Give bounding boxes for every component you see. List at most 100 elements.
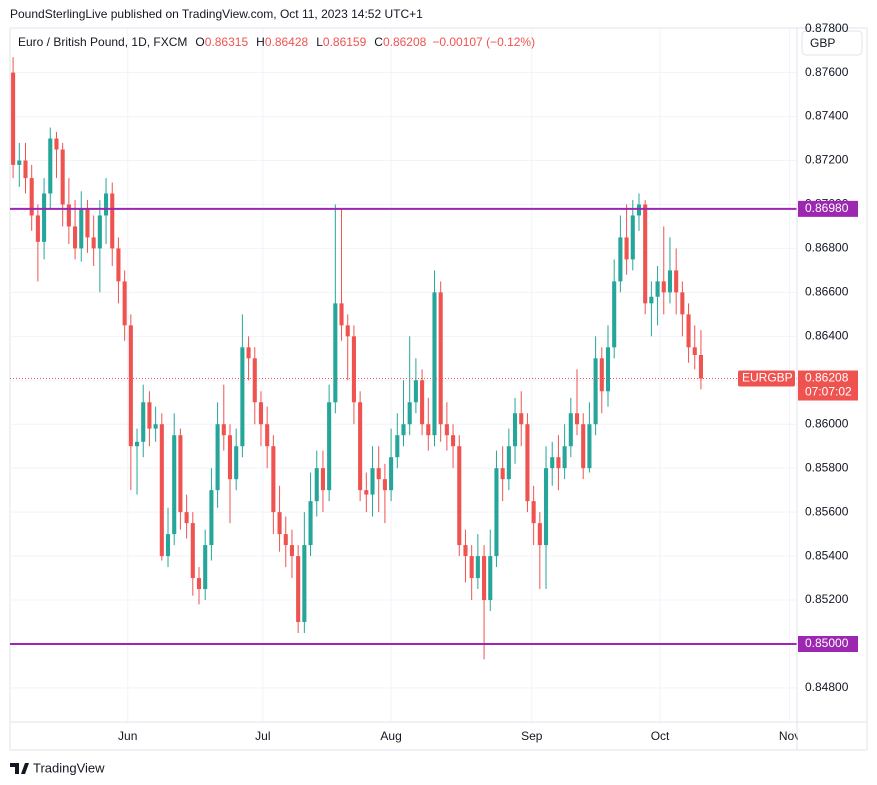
candle-body [258,402,264,425]
y-tick-label: 0.87800 [805,21,849,35]
candle-body [463,545,468,557]
candle-body [556,457,561,469]
brand: TradingView [33,760,105,775]
candle-body [333,303,338,403]
candle-body [469,556,474,579]
x-tick-label: Nov [779,729,800,743]
candle-body [630,215,635,260]
candle-body [203,545,208,590]
candle-body [593,358,598,425]
candle-body [265,424,270,447]
candle-body [413,380,418,403]
candle-body [599,358,604,392]
candle-body [698,355,703,379]
candle-body [506,446,511,480]
y-tick-label: 0.87400 [805,109,849,123]
candle-body [153,424,158,429]
candle-body [97,215,102,249]
candle-body [246,347,251,359]
legend-key: C [374,35,383,49]
y-tick-label: 0.86000 [805,416,849,430]
candle-body [612,281,617,348]
candle-body [178,435,183,513]
y-tick-label: 0.87200 [805,153,849,167]
currency[interactable]: GBP [810,36,835,50]
candle-body [159,424,164,557]
candle-body [184,512,189,524]
y-tick-label: 0.86400 [805,328,849,342]
x-tick-label: Aug [380,729,401,743]
candle-body [401,424,406,436]
candle-body [320,468,325,491]
level-label: 0.85000 [805,636,849,650]
candle-body [562,446,567,469]
candle-body [531,501,536,524]
candle-body [283,534,288,546]
candle-body [550,457,555,469]
legend-value: 0.86208 [383,35,427,49]
candle-body [85,208,90,238]
candle-body [17,160,22,165]
candle-body [432,292,437,436]
y-tick-label: 0.84800 [805,680,849,694]
candle-body [29,178,34,216]
candle-body [271,446,276,513]
countdown: 07:07:02 [805,385,852,399]
candle-body [110,193,115,249]
candle-body [277,512,282,535]
candle-body [227,435,233,480]
candle-body [420,380,425,425]
candle-body [482,556,487,601]
candle-body [494,468,499,557]
legend-value: 0.86315 [205,35,249,49]
candle-body [128,325,133,447]
candle-body [395,435,400,458]
candle-body [308,501,313,546]
header: PoundSterlingLive published on TradingVi… [10,7,423,21]
candle-body [147,402,152,429]
y-tick-label: 0.85800 [805,460,849,474]
candle-body [345,325,350,337]
candle-body [643,204,648,304]
y-tick-label: 0.85400 [805,548,849,562]
candle-body [141,402,146,442]
candle-body [661,281,666,293]
candle-body [302,545,307,623]
candle-body [624,237,629,260]
candle-body [215,424,220,491]
candle-body [475,556,480,579]
candle-body [48,138,53,194]
candle-body [221,424,226,436]
candle-body [525,424,530,502]
legend: Euro / British Pound, 1D, FXCM O0.86315 H0… [18,35,535,49]
legend-change: −0.00107 (−0.12%) [432,35,535,49]
candle-body [73,226,78,249]
candle-body [407,402,412,425]
x-tick-label: Sep [521,729,543,743]
candle-body [488,556,493,601]
candle-body [104,193,109,216]
candle-body [457,446,462,546]
candle-body [66,204,71,227]
candle-body [339,303,344,326]
y-tick-label: 0.85600 [805,504,849,518]
y-tick-label: 0.86600 [805,285,849,299]
candle-body [60,149,65,205]
legend-key: H [256,35,265,49]
candle-body [674,270,679,293]
candle-body [296,556,301,623]
candle-body [451,435,456,447]
candle-body [11,72,16,165]
candle-body [382,479,387,491]
currency-button[interactable] [801,30,863,56]
level-label-box [798,635,858,652]
candle-body [519,413,524,425]
candle-body [667,270,673,293]
candle-body [543,468,549,546]
x-tick-label: Jun [118,729,137,743]
candle-body [91,237,96,249]
candle-body [42,193,47,242]
candle-body [618,237,623,282]
candle-body [692,347,697,356]
